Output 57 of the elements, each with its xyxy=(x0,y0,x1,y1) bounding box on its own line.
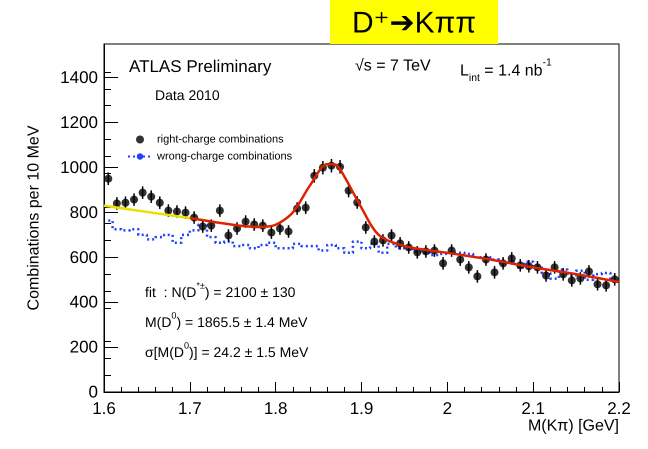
point xyxy=(138,188,147,197)
x-tick-label: 2.1 xyxy=(521,399,545,418)
point xyxy=(224,232,232,240)
y-tick-label: 200 xyxy=(70,338,98,357)
annotation: Data 2010 xyxy=(155,87,220,103)
y-tick-label: 800 xyxy=(70,202,98,222)
y-tick-label: 1000 xyxy=(60,158,98,177)
point xyxy=(508,254,516,262)
y-tick-label: 400 xyxy=(70,292,98,312)
point xyxy=(121,198,130,207)
x-tick-label: 1.7 xyxy=(178,399,202,418)
y-axis-title: Combinations per 10 MeV xyxy=(26,125,42,310)
point xyxy=(198,222,207,231)
line-series xyxy=(188,162,620,284)
y-tick-label: 1200 xyxy=(60,113,98,132)
point xyxy=(284,227,293,236)
annotation: fit : N(D*±) = 2100 ± 130 xyxy=(145,280,296,300)
point xyxy=(182,208,190,217)
point xyxy=(602,281,610,290)
annotation: √s = 7 TeV xyxy=(355,58,431,74)
point xyxy=(112,199,121,208)
point xyxy=(242,218,250,226)
point xyxy=(456,256,464,264)
point xyxy=(164,206,172,215)
annotation: ATLAS Preliminary xyxy=(129,57,272,76)
point xyxy=(267,228,276,237)
point xyxy=(302,204,310,212)
y-tick-label: 600 xyxy=(70,248,98,267)
chart-title: D⁺➔Kππ xyxy=(352,6,476,40)
point xyxy=(276,224,284,233)
x-tick-label: 2.2 xyxy=(607,399,631,418)
legend-label: wrong-charge combinations xyxy=(156,150,293,162)
point xyxy=(362,223,370,232)
point xyxy=(172,207,181,216)
point xyxy=(147,192,156,201)
y-tick-label: 1400 xyxy=(60,68,98,88)
x-tick-label: 1.8 xyxy=(264,399,288,418)
point xyxy=(104,174,112,183)
x-tick-label: 1.6 xyxy=(92,399,116,418)
y-tick-label: 0 xyxy=(88,382,98,402)
point xyxy=(464,263,473,272)
point xyxy=(473,272,482,280)
point xyxy=(490,268,499,276)
legend-label: right-charge combinations xyxy=(157,134,284,146)
point xyxy=(439,259,448,268)
point xyxy=(370,238,378,246)
x-axis-title: M(Kπ) [GeV] xyxy=(528,418,619,434)
point xyxy=(594,280,602,288)
point xyxy=(542,271,550,280)
x-tick-label: 1.9 xyxy=(350,399,374,418)
point xyxy=(216,206,224,215)
point xyxy=(388,232,396,240)
point xyxy=(130,196,138,204)
point xyxy=(156,198,164,207)
x-tick-label: 2 xyxy=(442,399,452,418)
point xyxy=(584,267,593,276)
point xyxy=(568,276,576,284)
